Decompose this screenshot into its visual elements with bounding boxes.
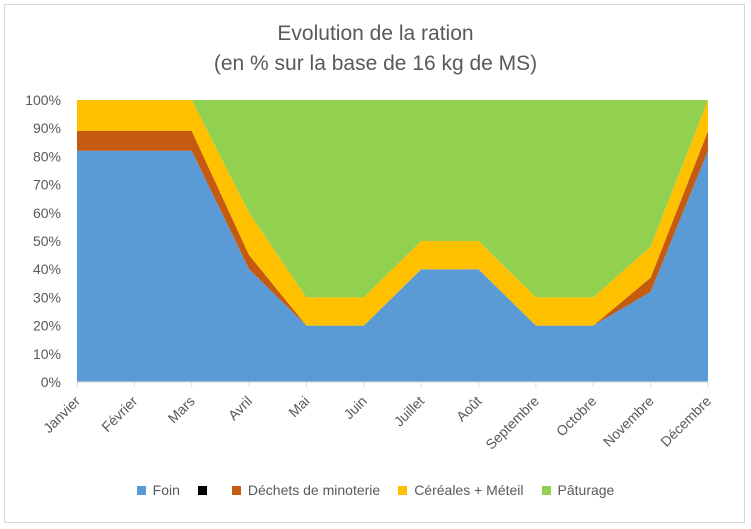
y-tick-label: 10% [33, 346, 61, 362]
area-paturage [77, 100, 708, 298]
chart-title-line-2: (en % sur la base de 16 kg de MS) [213, 52, 538, 75]
legend-swatch [541, 485, 551, 495]
chart-legend: Foin Déchets de minoterie Céréales + Métei… [0, 482, 751, 498]
x-tick-label: Mars [165, 393, 198, 426]
legend-swatch [197, 485, 207, 495]
legend-item: Foin [136, 482, 180, 498]
legend-label: Foin [152, 482, 180, 498]
legend-swatch [398, 485, 408, 495]
legend-item: Déchets de minoterie [231, 482, 381, 498]
y-tick-label: 40% [33, 261, 61, 277]
y-tick-label: 60% [33, 205, 61, 221]
legend-swatch [231, 485, 241, 495]
x-tick-label: Avril [225, 393, 255, 423]
x-tick-label: Octobre [553, 393, 600, 440]
y-tick-label: 50% [33, 233, 61, 249]
x-tick-label: Mai [285, 393, 312, 420]
x-tick-label: Décembre [657, 393, 714, 450]
x-tick-label: Juin [340, 393, 369, 422]
legend-swatch [136, 485, 146, 495]
y-tick-label: 90% [33, 120, 61, 136]
y-tick-label: 100% [25, 92, 61, 108]
y-tick-label: 70% [33, 177, 61, 193]
x-tick-label: Juillet [391, 393, 428, 430]
legend-label: Pâturage [557, 482, 615, 498]
area-cereales-meteil [77, 100, 708, 326]
area-dechets-de-minoterie [77, 131, 708, 326]
x-tick-label: Janvier [40, 393, 83, 436]
legend-item: Pâturage [541, 482, 615, 498]
legend-label: Déchets de minoterie [247, 482, 381, 498]
x-tick-label: Novembre [600, 393, 657, 450]
x-tick-label: Février [98, 393, 140, 435]
y-tick-label: 80% [33, 148, 61, 164]
y-tick-label: 0% [41, 374, 61, 390]
area-foin [77, 150, 708, 382]
legend-item [197, 485, 214, 495]
y-tick-label: 20% [33, 318, 61, 334]
x-tick-label: Septembre [482, 393, 542, 453]
legend-item: Céréales + Méteil [398, 482, 524, 498]
chart-title-line-1: Evolution de la ration [277, 22, 474, 45]
y-tick-label: 30% [33, 289, 61, 305]
x-tick-label: Août [453, 393, 485, 425]
legend-label: Céréales + Méteil [414, 482, 524, 498]
